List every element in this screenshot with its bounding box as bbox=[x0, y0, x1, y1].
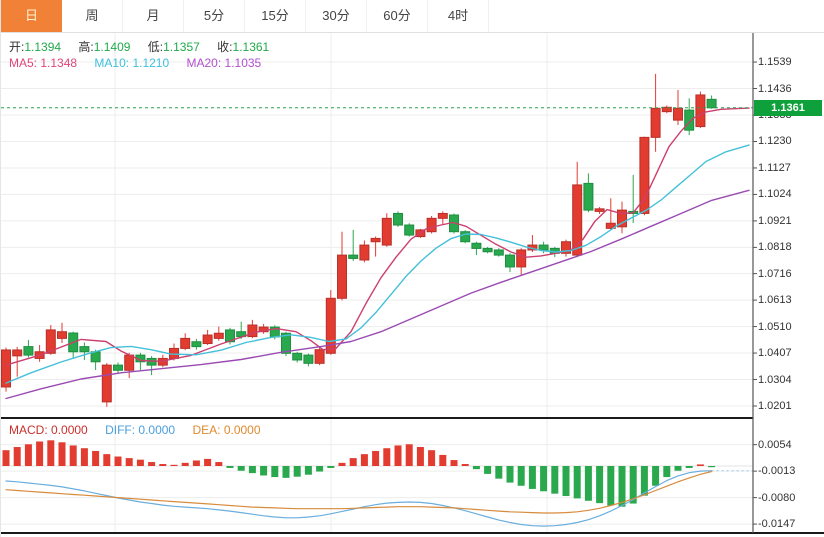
tab-5分[interactable]: 5分 bbox=[184, 0, 245, 32]
open-value: 1.1394 bbox=[24, 40, 62, 54]
ohlc-info-row: 开:1.1394 高:1.1409 低:1.1357 收:1.1361 bbox=[9, 38, 283, 55]
high-value: 1.1409 bbox=[93, 40, 131, 54]
macd-info-row: MACD: 0.0000 DIFF: 0.0000 DEA: 0.0000 bbox=[9, 423, 261, 437]
diff-label: DIFF: bbox=[105, 423, 136, 437]
dea-label: DEA: bbox=[192, 423, 221, 437]
price-axis-label: 1.1436 bbox=[758, 82, 792, 95]
macd-axis-label: 0.0054 bbox=[758, 438, 792, 451]
price-axis-label: 1.0201 bbox=[758, 400, 792, 412]
ma20-label: MA20: bbox=[186, 56, 222, 70]
price-axis-label: 1.0510 bbox=[758, 320, 792, 333]
price-axis-label: 1.0304 bbox=[758, 373, 792, 386]
price-axis-label: 1.0716 bbox=[758, 267, 792, 280]
tab-15分[interactable]: 15分 bbox=[245, 0, 306, 32]
tab-60分[interactable]: 60分 bbox=[367, 0, 428, 32]
ma5-label: MA5: bbox=[9, 56, 38, 70]
tab-4时[interactable]: 4时 bbox=[428, 0, 489, 32]
tab-月[interactable]: 月 bbox=[123, 0, 184, 32]
diff-line bbox=[5, 470, 713, 527]
macd-histogram bbox=[2, 440, 716, 507]
price-axis-label: 1.0818 bbox=[758, 241, 792, 254]
ma10-value: 1.1210 bbox=[132, 56, 170, 70]
ma5-value: 1.1348 bbox=[40, 56, 78, 70]
price-axis-label: 1.0613 bbox=[758, 294, 792, 307]
low-label: 低: bbox=[147, 40, 164, 54]
tab-日[interactable]: 日 bbox=[1, 0, 62, 32]
price-axis-label: 1.1024 bbox=[758, 188, 792, 201]
timeframe-tabbar: 日周月 5分 15分 30分 60分 4时 bbox=[1, 0, 824, 33]
price-axis-label: 1.0921 bbox=[758, 214, 792, 227]
ma10-label: MA10: bbox=[94, 56, 130, 70]
dea-value: 0.0000 bbox=[223, 423, 261, 437]
macd-value: 0.0000 bbox=[51, 423, 88, 437]
price-axis-label: 1.1230 bbox=[758, 135, 792, 148]
macd-label: MACD: bbox=[9, 423, 48, 437]
macd-axis-label: -0.0147 bbox=[758, 518, 796, 531]
open-label: 开: bbox=[9, 40, 25, 54]
ma5-line bbox=[5, 107, 750, 366]
high-label: 高: bbox=[78, 40, 94, 54]
candlestick-series bbox=[1, 73, 717, 407]
close-value: 1.1361 bbox=[232, 40, 270, 54]
macd-axis-label: -0.0080 bbox=[758, 491, 796, 504]
price-axis-label: 1.1127 bbox=[758, 161, 791, 174]
price-axis-label: 1.1539 bbox=[758, 56, 792, 69]
time-gridlines bbox=[114, 32, 548, 533]
ma20-value: 1.1035 bbox=[224, 56, 262, 70]
ma10-line bbox=[5, 144, 750, 384]
macd-axis-label: -0.0013 bbox=[758, 465, 796, 478]
ma-info-row: MA5: 1.1348 MA10: 1.1210 MA20: 1.1035 bbox=[9, 56, 275, 70]
diff-value: 0.0000 bbox=[138, 423, 176, 437]
dea-line bbox=[5, 470, 713, 514]
price-axis-label: 1.0407 bbox=[758, 347, 792, 360]
close-label: 收: bbox=[217, 40, 233, 54]
tab-周[interactable]: 周 bbox=[62, 0, 123, 32]
ma20-line bbox=[5, 189, 750, 400]
low-value: 1.1357 bbox=[163, 40, 200, 54]
tab-30分[interactable]: 30分 bbox=[306, 0, 367, 32]
current-price-badge: 1.1361 bbox=[754, 99, 822, 116]
macd-lines bbox=[5, 470, 753, 527]
